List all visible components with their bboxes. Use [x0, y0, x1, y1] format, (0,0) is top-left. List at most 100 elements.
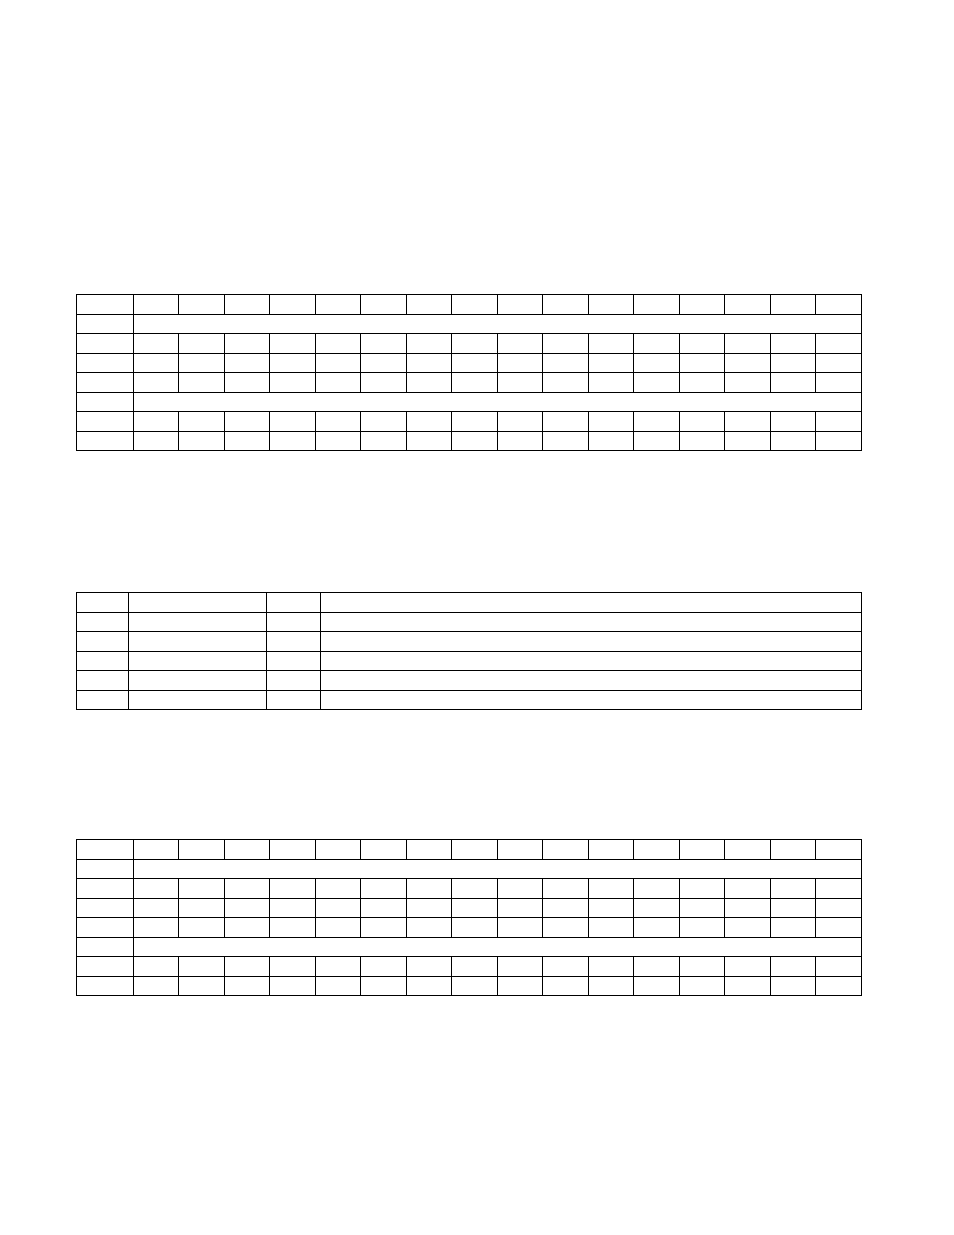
table-row — [77, 334, 862, 354]
cell — [179, 918, 225, 938]
cell — [77, 859, 134, 879]
cell — [406, 373, 452, 393]
cell — [725, 918, 771, 938]
cell — [543, 431, 589, 451]
table-row — [77, 671, 862, 691]
table-2 — [76, 592, 862, 710]
cell — [77, 295, 134, 315]
cell — [224, 334, 270, 354]
table-row — [77, 690, 862, 710]
cell — [179, 898, 225, 918]
cell — [133, 879, 179, 899]
cell — [179, 976, 225, 996]
cell — [315, 334, 361, 354]
cell — [497, 295, 543, 315]
cell — [128, 690, 266, 710]
cell — [725, 840, 771, 860]
cell — [588, 373, 634, 393]
cell — [224, 353, 270, 373]
cell — [588, 334, 634, 354]
cell — [770, 898, 816, 918]
cell — [770, 353, 816, 373]
cell — [320, 593, 861, 613]
cell — [497, 976, 543, 996]
cell — [270, 431, 316, 451]
cell — [133, 976, 179, 996]
cell — [77, 918, 134, 938]
cell — [770, 412, 816, 432]
cell — [543, 353, 589, 373]
cell — [543, 412, 589, 432]
cell — [320, 671, 861, 691]
cell — [361, 898, 407, 918]
cell — [816, 412, 862, 432]
cell — [452, 840, 498, 860]
cell — [816, 957, 862, 977]
cell — [497, 898, 543, 918]
merged-cell — [133, 392, 861, 412]
cell — [816, 898, 862, 918]
cell — [77, 632, 129, 652]
cell — [816, 918, 862, 938]
cell — [315, 840, 361, 860]
cell — [679, 412, 725, 432]
cell — [406, 412, 452, 432]
cell — [77, 937, 134, 957]
table-row — [77, 353, 862, 373]
cell — [634, 898, 680, 918]
table-row — [77, 593, 862, 613]
cell — [543, 373, 589, 393]
cell — [406, 334, 452, 354]
cell — [770, 957, 816, 977]
table-row — [77, 859, 862, 879]
cell — [634, 431, 680, 451]
cell — [725, 957, 771, 977]
cell — [497, 918, 543, 938]
cell — [179, 879, 225, 899]
cell — [406, 431, 452, 451]
cell — [361, 918, 407, 938]
cell — [588, 898, 634, 918]
cell — [128, 632, 266, 652]
cell — [406, 918, 452, 938]
cell — [266, 632, 320, 652]
cell — [679, 976, 725, 996]
cell — [543, 976, 589, 996]
cell — [77, 392, 134, 412]
cell — [588, 957, 634, 977]
cell — [725, 353, 771, 373]
cell — [315, 898, 361, 918]
cell — [588, 879, 634, 899]
cell — [361, 373, 407, 393]
cell — [634, 295, 680, 315]
cell — [452, 957, 498, 977]
cell — [497, 373, 543, 393]
cell — [452, 334, 498, 354]
cell — [270, 412, 316, 432]
table-row — [77, 314, 862, 334]
cell — [679, 373, 725, 393]
cell — [270, 295, 316, 315]
cell — [588, 412, 634, 432]
cell — [816, 840, 862, 860]
cell — [320, 612, 861, 632]
cell — [133, 412, 179, 432]
merged-cell — [133, 937, 861, 957]
cell — [77, 612, 129, 632]
cell — [133, 918, 179, 938]
cell — [588, 295, 634, 315]
cell — [133, 334, 179, 354]
cell — [725, 898, 771, 918]
cell — [588, 918, 634, 938]
cell — [406, 898, 452, 918]
cell — [315, 412, 361, 432]
cell — [634, 840, 680, 860]
table-row — [77, 898, 862, 918]
cell — [770, 373, 816, 393]
cell — [179, 373, 225, 393]
cell — [588, 976, 634, 996]
cell — [224, 898, 270, 918]
cell — [816, 431, 862, 451]
cell — [497, 879, 543, 899]
cell — [224, 957, 270, 977]
